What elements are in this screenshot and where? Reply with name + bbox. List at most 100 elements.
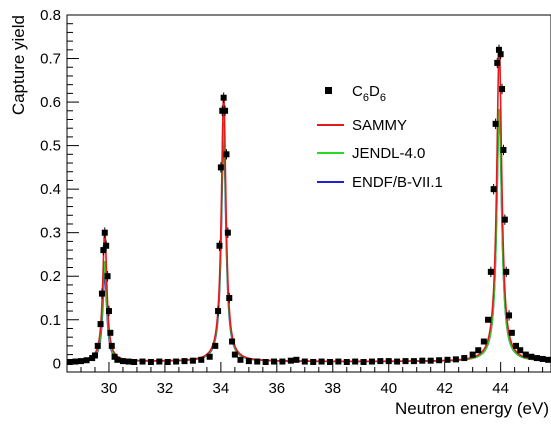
data-point [545,356,551,363]
data-point [105,308,112,315]
data-point [506,312,513,319]
y-tick-label: 0.4 [40,181,61,198]
data-point [119,358,126,365]
data-point [360,358,367,365]
data-point [522,351,529,358]
data-point [469,351,476,358]
data-point [98,290,105,297]
data-point [271,358,278,365]
fit-curves [66,47,551,363]
data-point [226,294,233,301]
data-point [528,353,535,360]
data-point [475,347,482,354]
legend-c-text: C [352,83,363,100]
data-point [485,316,492,323]
data-point [517,347,524,354]
data-point [72,358,79,365]
x-tick-label: 40 [380,380,397,397]
data-point [215,308,222,315]
data-point [287,357,294,364]
sammy-curve [66,47,551,363]
data-point [224,229,231,236]
data-point [111,353,118,360]
data-point [534,355,541,362]
plot-frame [66,14,551,373]
data-point [97,321,104,328]
data-point [461,355,468,362]
legend-label-sammy: SAMMY [352,117,407,134]
data-point [301,358,308,365]
data-point [352,358,359,365]
data-point [104,273,111,280]
legend-label-endf: ENDF/B-VII.1 [352,174,443,191]
legend: C6D6 SAMMY JENDL-4.0 ENDF/B-VII.1 [317,83,443,191]
data-point [452,356,459,363]
data-point [217,164,224,171]
data-point [245,358,252,365]
y-tick-label: 0.8 [40,7,61,24]
data-point [368,358,375,365]
data-point [101,229,108,236]
data-point [490,186,497,193]
y-tick-label: 0.1 [40,312,61,329]
data-point [139,358,146,365]
data-point [293,356,300,363]
data-point [343,358,350,365]
x-tick-label: 36 [268,380,285,397]
x-axis-title: Neutron energy (eV) [395,399,549,418]
data-point [377,358,384,365]
data-point [487,268,494,275]
legend-marker-c6d6 [325,87,332,94]
data-point [495,46,502,53]
x-tick-label: 38 [324,380,341,397]
y-tick-label: 0 [53,355,61,372]
data-point [206,353,213,360]
x-tick-label: 32 [157,380,174,397]
data-point [508,329,515,336]
y-tick-label: 0.3 [40,225,61,242]
data-point [216,242,223,249]
data-points [66,44,551,365]
data-point [310,358,317,365]
data-point [198,356,205,363]
data-point [77,358,84,365]
data-point [100,247,107,254]
data-point [91,352,98,359]
legend-sub2: 6 [380,92,386,104]
y-tick-label: 0.6 [40,94,61,111]
data-point [436,357,443,364]
data-point [222,107,229,114]
data-point [501,216,508,223]
x-tick-label: 34 [213,380,230,397]
data-point [279,358,286,365]
data-point [503,268,510,275]
data-point [262,358,269,365]
data-point [66,358,73,365]
data-point [164,358,171,365]
data-point [223,151,230,158]
data-point [500,146,507,153]
data-point [318,358,325,365]
x-axis-ticks: 30 32 34 36 38 40 42 44 [80,362,544,397]
data-point [419,357,426,364]
data-point [499,86,506,93]
data-point [410,358,417,365]
data-point [394,358,401,365]
data-point [181,358,188,365]
data-point [107,329,114,336]
y-axis-ticks: 0 0.1 0.2 0.3 0.4 0.5 0.6 0.7 0.8 [40,7,79,372]
data-point [103,242,110,249]
data-point [539,355,546,362]
data-point [444,356,451,363]
data-point [125,358,132,365]
data-point [427,357,434,364]
data-point [114,356,121,363]
data-point [220,94,227,101]
data-point [254,358,261,365]
data-point [94,342,101,349]
data-point [108,342,115,349]
data-point [189,357,196,364]
data-point [156,358,163,365]
